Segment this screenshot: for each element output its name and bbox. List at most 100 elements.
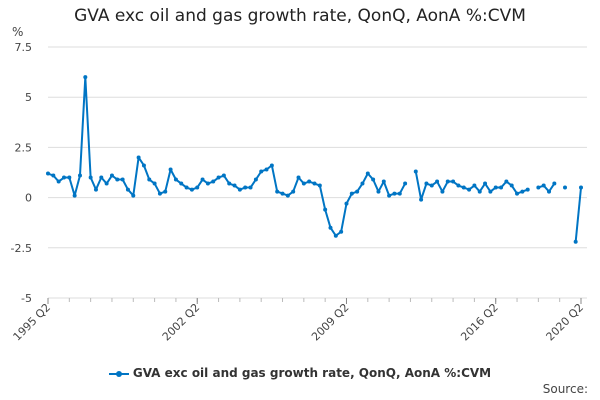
x-tick-label: 2016 Q2	[458, 301, 501, 344]
data-point	[264, 167, 269, 172]
data-point	[573, 239, 578, 244]
data-point	[136, 155, 141, 160]
data-point	[467, 187, 472, 192]
data-point	[397, 191, 402, 196]
data-point	[376, 189, 381, 194]
x-tick-label: 2020 Q2	[544, 301, 587, 344]
data-point	[392, 191, 397, 196]
data-point	[541, 183, 546, 188]
series-line	[47, 76, 406, 237]
y-axis-label: %	[12, 25, 23, 39]
data-point	[46, 171, 50, 176]
data-point	[312, 181, 317, 186]
data-point	[525, 187, 530, 192]
data-point	[461, 185, 466, 190]
data-point	[67, 175, 72, 180]
data-point	[435, 179, 440, 184]
data-point	[483, 181, 488, 186]
data-point	[232, 183, 237, 188]
data-point	[547, 189, 552, 194]
data-point	[307, 179, 312, 184]
data-point	[131, 193, 136, 198]
data-point	[147, 177, 152, 182]
data-point	[61, 175, 66, 180]
data-point	[333, 233, 338, 238]
data-point	[360, 181, 365, 186]
data-point	[72, 193, 77, 198]
data-point	[88, 175, 93, 180]
data-point	[339, 229, 344, 234]
y-tick-label: 0	[25, 192, 32, 205]
series-line	[414, 171, 529, 201]
data-point	[472, 183, 477, 188]
legend[interactable]: GVA exc oil and gas growth rate, QonQ, A…	[0, 366, 600, 380]
data-point	[280, 191, 285, 196]
data-point	[328, 225, 333, 230]
data-point	[285, 193, 290, 198]
data-point	[120, 177, 125, 182]
data-point	[221, 173, 226, 178]
data-point	[269, 163, 274, 168]
data-point	[216, 175, 221, 180]
y-tick-label: 7.5	[15, 41, 33, 54]
data-point	[248, 185, 253, 190]
data-point	[99, 175, 104, 180]
data-point	[504, 179, 509, 184]
series-line	[574, 187, 582, 242]
data-point	[493, 185, 498, 190]
data-point	[429, 183, 434, 188]
x-tick-label: 2002 Q2	[160, 301, 203, 344]
data-point	[237, 187, 242, 192]
y-tick-label: -5	[21, 292, 32, 305]
data-point	[488, 189, 493, 194]
data-point	[413, 169, 418, 174]
data-point	[552, 181, 557, 186]
data-point	[179, 181, 184, 186]
data-point	[456, 183, 461, 188]
data-point	[243, 185, 248, 190]
data-point	[259, 169, 264, 174]
data-point	[152, 181, 157, 186]
data-point	[253, 177, 258, 182]
data-point	[195, 185, 200, 190]
data-point	[51, 173, 56, 178]
data-point	[227, 181, 232, 186]
chart-title: GVA exc oil and gas growth rate, QonQ, A…	[74, 6, 526, 26]
data-point	[445, 179, 450, 184]
data-point	[115, 177, 120, 182]
data-point	[205, 181, 210, 186]
data-point	[424, 181, 429, 186]
data-point	[499, 185, 504, 190]
data-point	[440, 189, 445, 194]
series-line	[538, 182, 556, 193]
data-point	[275, 189, 280, 194]
data-point	[173, 177, 178, 182]
data-point	[200, 177, 205, 182]
y-tick-label: 5	[25, 91, 32, 104]
data-point	[349, 191, 354, 196]
data-point	[317, 183, 322, 188]
data-point	[184, 185, 189, 190]
data-point	[104, 181, 109, 186]
data-point	[515, 191, 520, 196]
x-tick-label: 2009 Q2	[309, 301, 352, 344]
data-point	[477, 189, 482, 194]
data-point	[387, 193, 392, 198]
data-point	[419, 197, 424, 202]
data-point	[509, 183, 514, 188]
data-point	[451, 179, 456, 184]
data-point	[56, 179, 61, 184]
data-point	[168, 167, 173, 172]
x-tick-label: 1995 Q2	[11, 301, 54, 344]
data-point	[344, 201, 349, 206]
data-point	[83, 75, 88, 80]
data-point	[381, 179, 386, 184]
data-point	[520, 189, 525, 194]
data-point	[125, 187, 130, 192]
data-point	[355, 189, 360, 194]
data-point	[536, 185, 541, 190]
legend-swatch	[108, 370, 129, 377]
data-point	[579, 185, 583, 190]
data-point	[189, 187, 194, 192]
